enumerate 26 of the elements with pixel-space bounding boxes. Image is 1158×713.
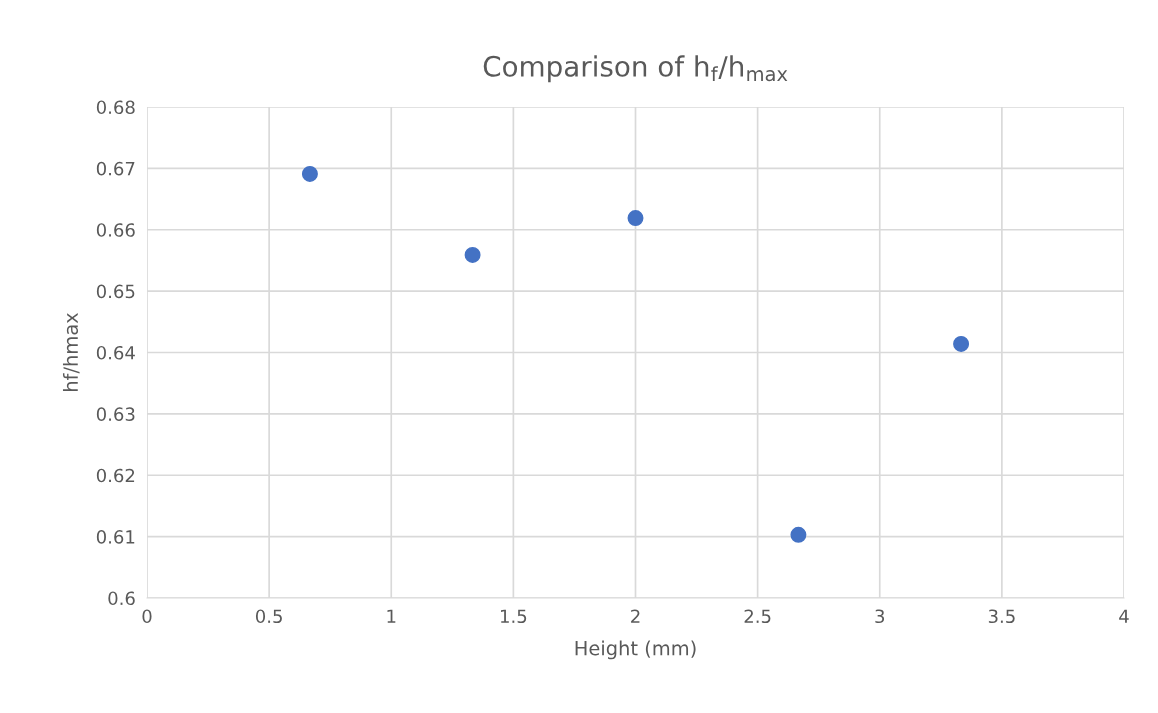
x-tick-label: 1.5 [501, 609, 527, 624]
point [301, 165, 318, 182]
point [627, 210, 644, 227]
point [464, 246, 481, 263]
x-tick-label: 4 [1119, 609, 1129, 623]
y-tick-label: 0.67 [96, 161, 135, 176]
point [790, 526, 807, 543]
y-axis-title: hf/hmax [62, 312, 80, 391]
y-tick-label: 0.65 [96, 284, 135, 299]
y-tick-label: 0.64 [96, 345, 135, 360]
y-tick-label: 0.68 [96, 100, 135, 115]
x-tick-label: 3 [875, 609, 885, 624]
y-tick-label: 0.66 [96, 223, 135, 237]
x-tick-label: 3.5 [988, 609, 1015, 624]
point [953, 335, 970, 352]
x-axis-title: Height (mm) [575, 640, 696, 660]
x-tick-label: 2 [631, 609, 640, 623]
y-tick-label: 0.63 [96, 407, 135, 421]
x-tick-label: 0 [142, 609, 152, 624]
x-tick-label: 0.5 [255, 609, 282, 624]
y-tick-label: 0.61 [96, 530, 135, 544]
y-tick-label: 0.6 [108, 591, 135, 606]
x-tick-label: 2.5 [744, 609, 771, 624]
y-tick-label: 0.62 [96, 468, 135, 483]
chart-title: Comparison of h$_{f}$/h$_{max}$ [483, 55, 788, 83]
x-tick-label: 1 [387, 609, 396, 623]
